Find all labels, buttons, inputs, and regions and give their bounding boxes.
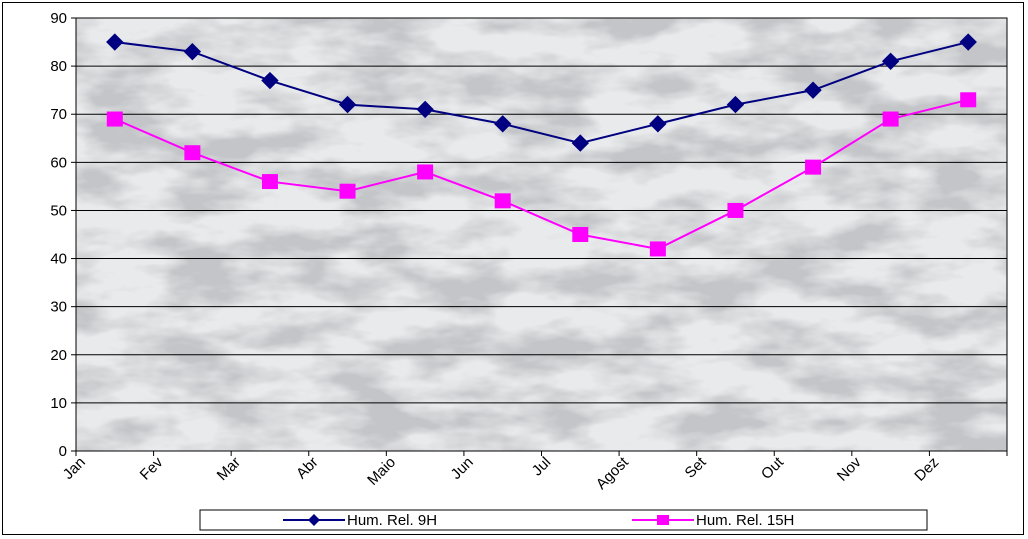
y-tick-label-10: 10 xyxy=(50,395,67,412)
series-1-point-jul xyxy=(571,134,589,152)
y-tick-label-60: 60 xyxy=(50,154,67,171)
y-tick-label-40: 40 xyxy=(50,251,67,268)
legend-marker-diamond xyxy=(308,514,320,526)
x-tick-label-set: Set xyxy=(682,453,711,482)
x-tick-label-mar: Mar xyxy=(214,454,244,484)
x-tick-label-jun: Jun xyxy=(448,454,477,483)
series-2-point-jun xyxy=(494,193,511,209)
plot-background xyxy=(76,18,1007,451)
series-1-point-jun xyxy=(494,115,512,133)
series-1-point-nov xyxy=(881,52,900,71)
series-1-point-abr xyxy=(338,95,357,114)
y-tick-label-70: 70 xyxy=(50,106,67,123)
series-1 xyxy=(106,33,977,152)
series-1-point-mar xyxy=(261,71,279,90)
legend-label-2: Hum. Rel. 15H xyxy=(696,512,794,529)
legend-box xyxy=(199,509,928,531)
x-tick-label-abr: Abr xyxy=(293,454,322,483)
series-1-line xyxy=(114,41,969,145)
series-2-point-dez xyxy=(960,92,977,108)
series-2 xyxy=(106,92,977,257)
series-1-point-dez xyxy=(959,33,977,51)
x-tick-label-nov: Nov xyxy=(834,453,865,484)
series-layer xyxy=(106,33,977,257)
series-1-point-maio xyxy=(416,100,434,119)
y-tick-label-50: 50 xyxy=(50,202,67,219)
series-1-point-agost xyxy=(649,115,667,133)
series-2-point-fev xyxy=(184,145,201,161)
y-axis-ticks: 0 10 20 30 40 50 60 70 80 90 xyxy=(50,10,76,460)
series-2-point-maio xyxy=(417,164,434,180)
series-2-line xyxy=(114,98,969,250)
series-2-point-set xyxy=(727,202,744,218)
plot-area-texture xyxy=(76,18,1007,451)
y-tick-label-80: 80 xyxy=(50,58,67,75)
x-tick-label-agost: Agost xyxy=(593,453,633,493)
series-2-point-abr xyxy=(339,183,356,199)
series-2-point-jan xyxy=(106,111,123,127)
x-axis-ticks: Jan Fev Mar Abr Maio Jun Jul Agost Set Out Nov Dez xyxy=(60,451,1008,493)
y-tick-label-90: 90 xyxy=(50,10,67,27)
y-tick-label-30: 30 xyxy=(50,299,67,316)
x-tick-label-fev: Fev xyxy=(137,453,167,483)
x-tick-label-maio: Maio xyxy=(364,454,399,489)
legend-item-2: Hum. Rel. 15H xyxy=(632,512,794,529)
series-2-point-jul xyxy=(572,227,589,242)
x-tick-label-dez: Dez xyxy=(911,454,942,485)
x-tick-label-jul: Jul xyxy=(529,454,555,480)
legend: Hum. Rel. 9H Hum. Rel. 15H xyxy=(199,509,928,531)
y-tick-label-20: 20 xyxy=(50,347,67,364)
series-2-point-out xyxy=(805,159,822,175)
legend-item-1: Hum. Rel. 9H xyxy=(283,512,437,529)
legend-label-1: Hum. Rel. 9H xyxy=(347,512,437,529)
series-1-point-out xyxy=(804,81,822,99)
series-1-point-set xyxy=(726,95,745,114)
legend-marker-square xyxy=(657,515,669,525)
series-1-point-fev xyxy=(183,42,202,61)
series-2-point-mar xyxy=(261,174,278,190)
y-tick-label-0: 0 xyxy=(59,443,67,460)
x-tick-label-out: Out xyxy=(758,453,788,483)
series-1-point-jan xyxy=(106,33,124,51)
series-2-point-agost xyxy=(649,241,666,257)
series-2-point-nov xyxy=(882,111,899,127)
